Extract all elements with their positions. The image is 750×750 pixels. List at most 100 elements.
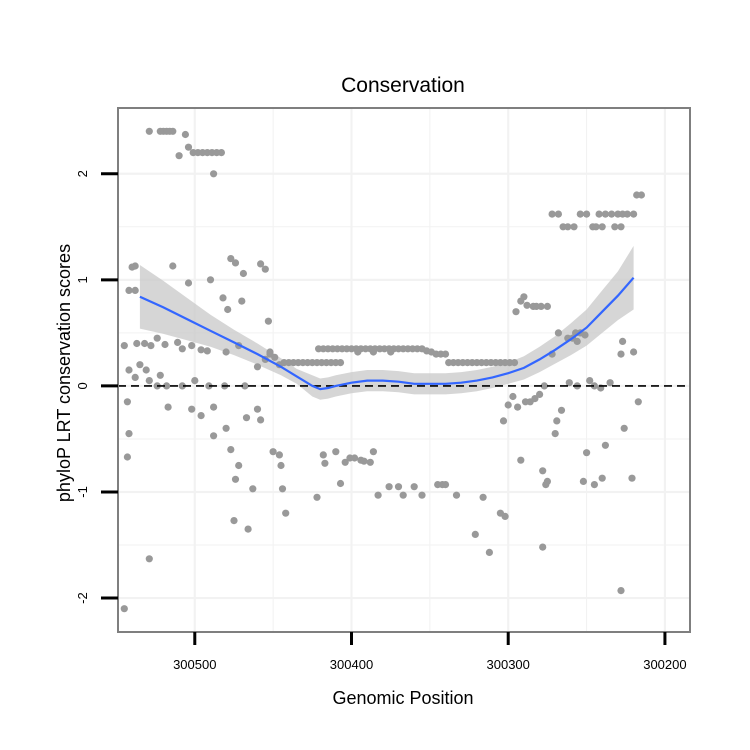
- data-point: [241, 382, 249, 390]
- data-point: [136, 361, 144, 369]
- y-tick-label: -2: [75, 592, 90, 604]
- data-point: [125, 430, 133, 438]
- smooth-fit-line: [139, 276, 635, 391]
- data-point: [217, 149, 225, 157]
- data-point: [479, 493, 487, 501]
- data-point: [235, 461, 243, 470]
- data-point: [551, 430, 559, 438]
- data-point: [548, 210, 556, 218]
- plot-panel: [117, 107, 691, 633]
- data-point: [581, 331, 589, 339]
- data-point: [125, 286, 133, 294]
- y-tick-label: 2: [75, 170, 90, 177]
- data-point: [188, 405, 196, 413]
- data-point: [553, 417, 561, 425]
- data-point: [319, 451, 327, 459]
- data-point: [564, 223, 572, 231]
- data-point: [227, 446, 235, 454]
- data-point: [222, 424, 230, 432]
- data-point: [537, 302, 545, 310]
- panel-background: [118, 108, 690, 632]
- data-point: [249, 485, 257, 493]
- data-point: [504, 401, 512, 409]
- data-point: [336, 359, 345, 367]
- smooth-line-layer: [139, 276, 635, 391]
- data-point: [141, 339, 149, 348]
- points-layer: [120, 127, 646, 613]
- data-point: [253, 405, 262, 413]
- data-point: [531, 395, 539, 403]
- data-point: [366, 458, 374, 466]
- data-point: [590, 481, 599, 489]
- data-point: [244, 525, 252, 533]
- data-point: [590, 382, 599, 390]
- panel-border: [117, 107, 691, 633]
- data-point: [219, 294, 227, 302]
- data-point: [184, 279, 193, 287]
- data-point: [169, 127, 177, 135]
- data-point: [197, 412, 205, 420]
- data-point: [583, 210, 591, 218]
- data-point: [178, 382, 186, 390]
- data-point: [145, 555, 153, 563]
- data-point: [630, 210, 638, 218]
- data-point: [608, 210, 616, 218]
- data-point: [131, 373, 139, 381]
- data-point: [598, 474, 606, 482]
- data-point: [520, 293, 528, 301]
- data-point: [539, 543, 547, 551]
- x-tick-label: 300200: [643, 657, 686, 672]
- data-point: [145, 127, 153, 135]
- data-point: [617, 350, 625, 358]
- data-point: [142, 366, 150, 374]
- data-point: [227, 255, 235, 263]
- data-point: [441, 350, 450, 358]
- data-point: [313, 493, 321, 501]
- data-point: [374, 491, 382, 499]
- data-point: [509, 392, 517, 401]
- data-point: [224, 305, 232, 314]
- data-point: [620, 424, 628, 432]
- data-point: [351, 454, 359, 462]
- data-point: [210, 403, 218, 411]
- data-point: [184, 143, 193, 151]
- data-point: [536, 390, 544, 398]
- data-point: [557, 406, 566, 414]
- data-point: [576, 210, 584, 218]
- data-point: [231, 475, 240, 483]
- data-point: [257, 416, 265, 424]
- data-point: [623, 210, 631, 218]
- x-tick-label: 300500: [173, 657, 216, 672]
- data-point: [369, 448, 377, 456]
- data-point: [206, 276, 215, 284]
- data-point: [471, 530, 479, 539]
- data-point: [501, 512, 509, 521]
- data-point: [573, 337, 581, 345]
- data-point: [369, 348, 377, 356]
- data-point: [231, 259, 240, 267]
- data-point: [583, 449, 591, 457]
- data-point: [570, 223, 578, 231]
- data-point: [210, 432, 218, 440]
- data-point: [514, 403, 522, 411]
- data-point: [617, 223, 625, 231]
- data-point: [510, 359, 519, 367]
- data-point: [611, 223, 619, 231]
- data-point: [394, 483, 403, 491]
- data-point: [499, 417, 508, 425]
- data-point: [188, 342, 196, 350]
- data-point: [156, 371, 164, 379]
- data-point: [399, 491, 407, 499]
- data-point: [264, 317, 272, 325]
- data-point: [418, 491, 426, 499]
- data-point: [277, 461, 285, 470]
- data-point: [586, 377, 594, 385]
- x-axis-label: Genomic Position: [332, 688, 473, 708]
- data-point: [120, 605, 128, 613]
- data-point: [175, 152, 183, 160]
- data-point: [341, 458, 349, 466]
- data-point: [601, 441, 610, 449]
- data-point: [360, 457, 368, 465]
- data-point: [637, 191, 646, 199]
- data-point: [131, 262, 139, 270]
